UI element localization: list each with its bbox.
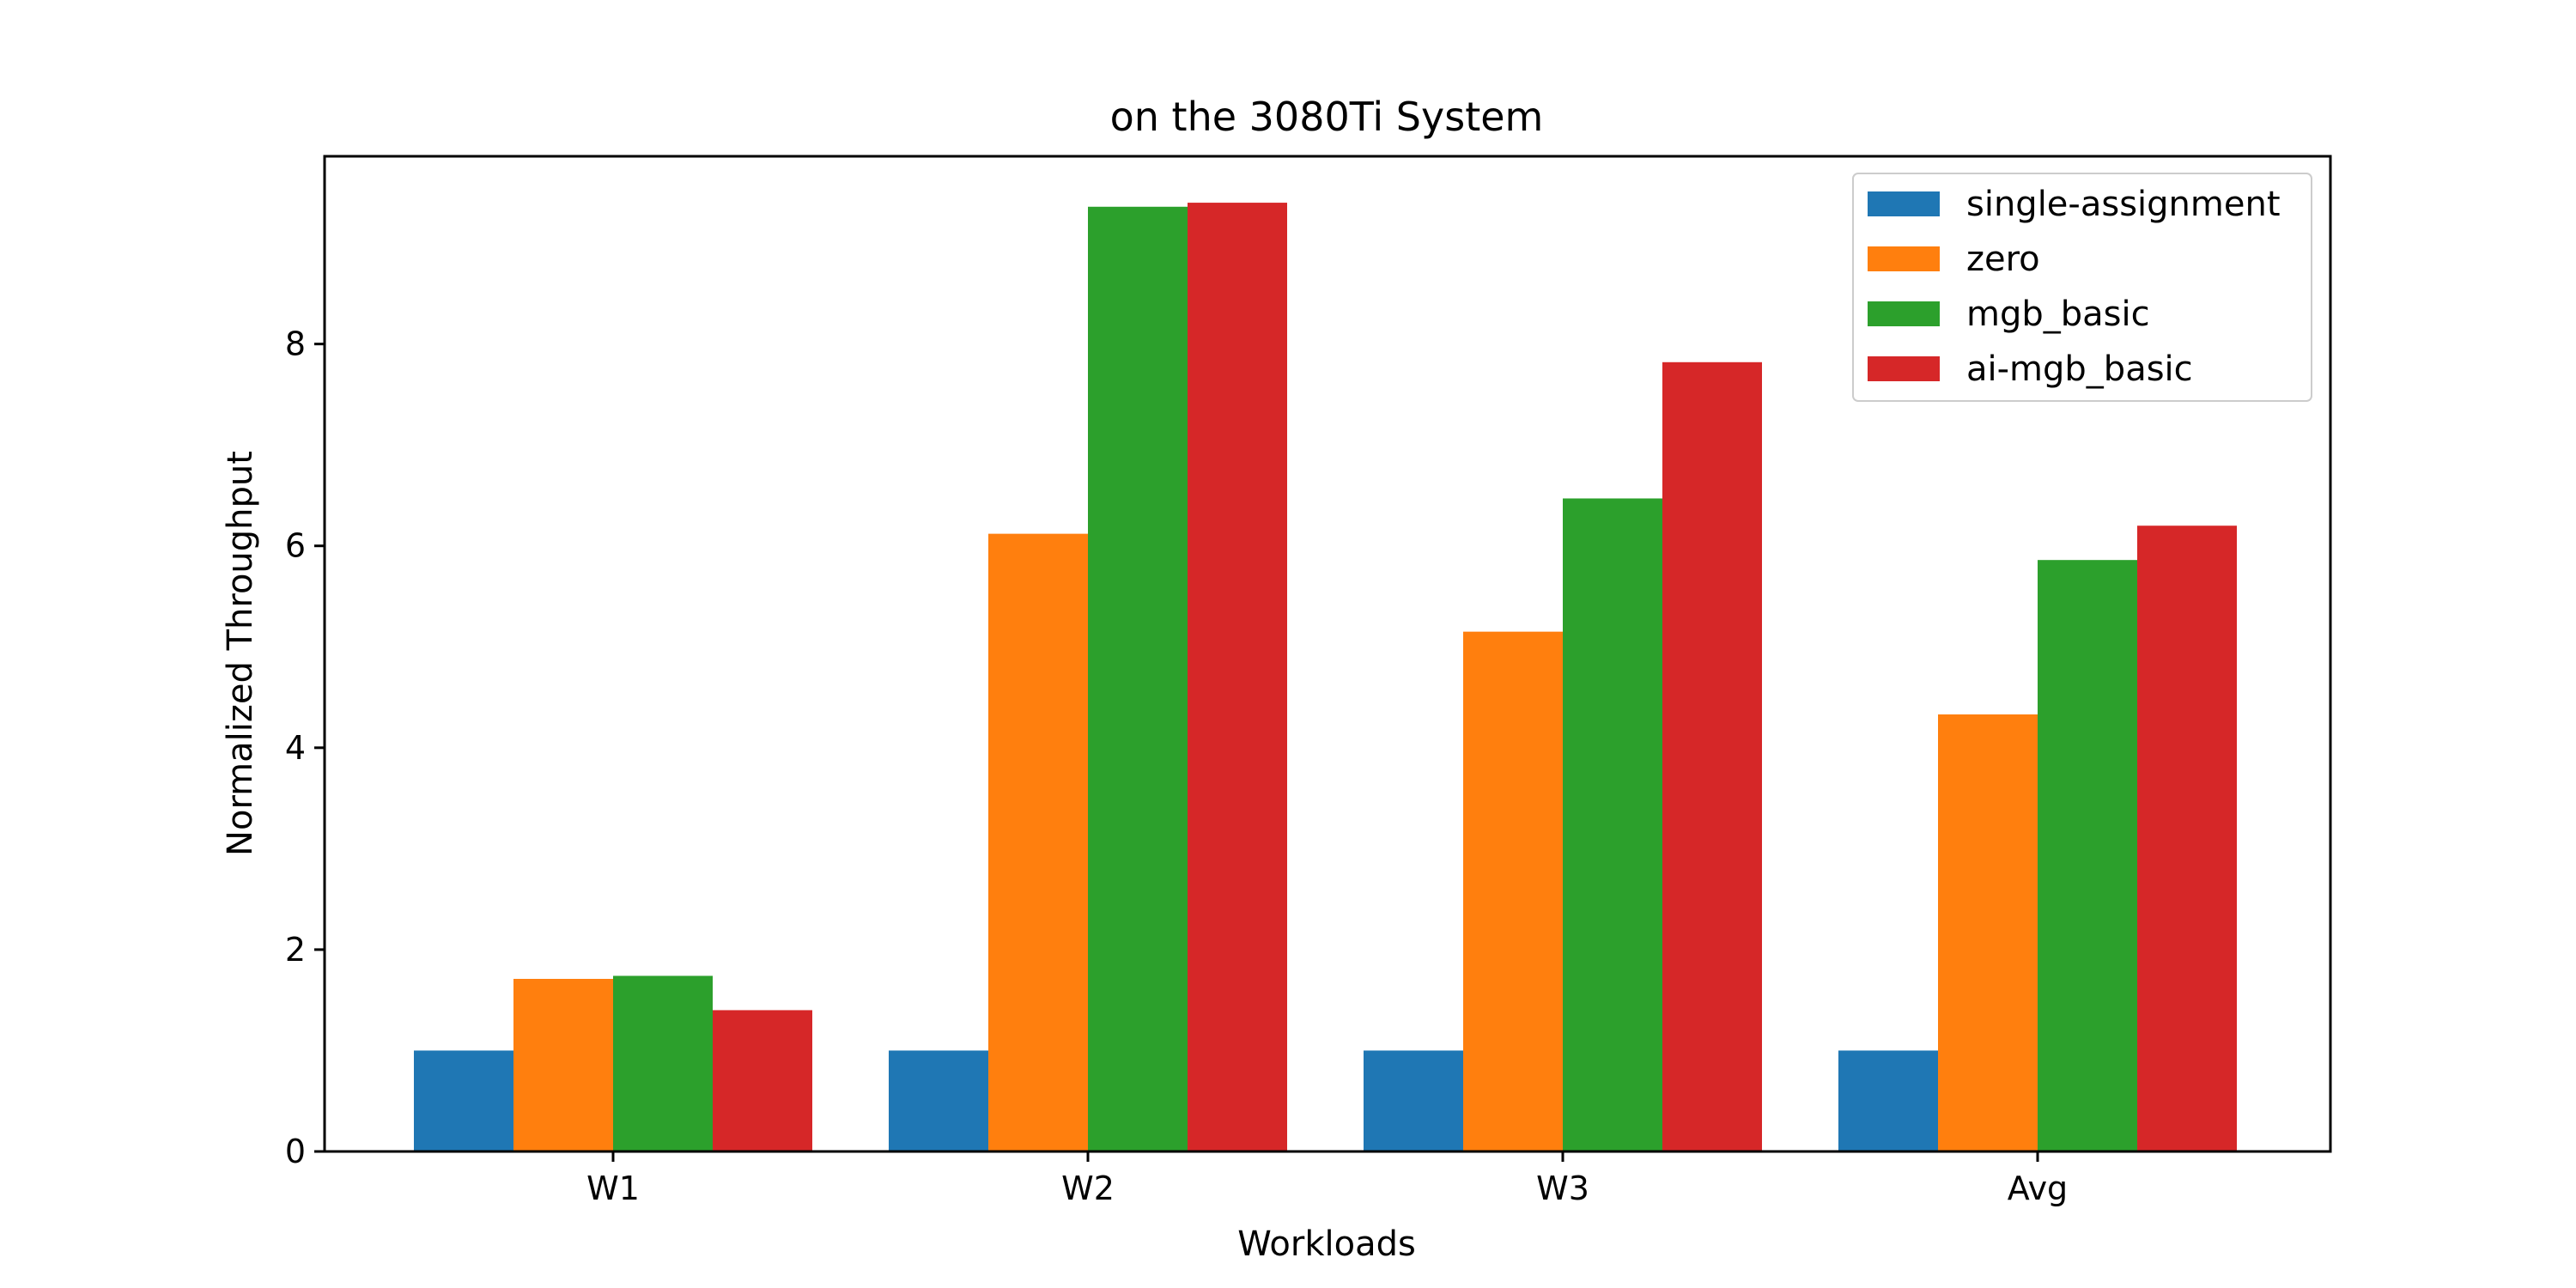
bar-mgb_basic-W2 — [1088, 206, 1188, 1151]
legend-swatch-single-assignment — [1868, 191, 1940, 216]
y-tick-label: 2 — [285, 931, 306, 969]
legend-label-single-assignment: single-assignment — [1966, 185, 2281, 224]
legend-swatch-ai-mgb_basic — [1868, 356, 1940, 381]
legend-label-zero: zero — [1966, 240, 2040, 279]
y-tick-label: 4 — [285, 729, 306, 767]
bar-zero-W3 — [1463, 631, 1563, 1151]
x-axis: W1 W2 W3 Avg — [586, 1151, 2068, 1207]
bar-single-assignment-W3 — [1364, 1050, 1463, 1151]
bar-mgb_basic-W1 — [613, 975, 713, 1151]
y-axis-title: Normalized Throughput — [221, 451, 260, 856]
x-tick-label: W2 — [1061, 1170, 1115, 1207]
bar-mgb_basic-W3 — [1563, 498, 1662, 1151]
legend: single-assignment zero mgb_basic ai-mgb_bas… — [1852, 173, 2312, 402]
bar-ai-mgb_basic-Avg — [2137, 526, 2237, 1151]
bar-zero-W1 — [513, 978, 613, 1151]
bar-ai-mgb_basic-W3 — [1662, 361, 1762, 1151]
x-tick-label: Avg — [2008, 1170, 2068, 1207]
bar-zero-Avg — [1938, 714, 2038, 1151]
bar-ai-mgb_basic-W1 — [713, 1010, 812, 1151]
legend-frame — [1852, 173, 2312, 402]
legend-swatch-mgb_basic — [1868, 301, 1940, 326]
y-tick-label: 6 — [285, 527, 306, 565]
y-axis: 0 2 4 6 8 — [285, 325, 325, 1170]
y-tick-label: 8 — [285, 325, 306, 363]
x-tick-label: W1 — [586, 1170, 640, 1207]
bar-single-assignment-W1 — [414, 1050, 513, 1151]
plot-frame — [323, 155, 2332, 1153]
legend-label-mgb_basic: mgb_basic — [1966, 295, 2150, 334]
bar-ai-mgb_basic-W2 — [1188, 203, 1287, 1151]
bar-mgb_basic-Avg — [2038, 560, 2137, 1151]
x-tick-label: W3 — [1536, 1170, 1589, 1207]
chart-title: on the 3080Ti System — [1110, 94, 1544, 140]
bar-single-assignment-Avg — [1838, 1050, 1938, 1151]
bar-zero-W2 — [988, 533, 1088, 1151]
legend-swatch-zero — [1868, 246, 1940, 271]
x-axis-title: Workloads — [1237, 1224, 1416, 1264]
bars-layer — [414, 203, 2237, 1151]
bar-single-assignment-W2 — [889, 1050, 988, 1151]
y-tick-label: 0 — [285, 1133, 306, 1170]
legend-label-ai-mgb_basic: ai-mgb_basic — [1966, 349, 2193, 389]
